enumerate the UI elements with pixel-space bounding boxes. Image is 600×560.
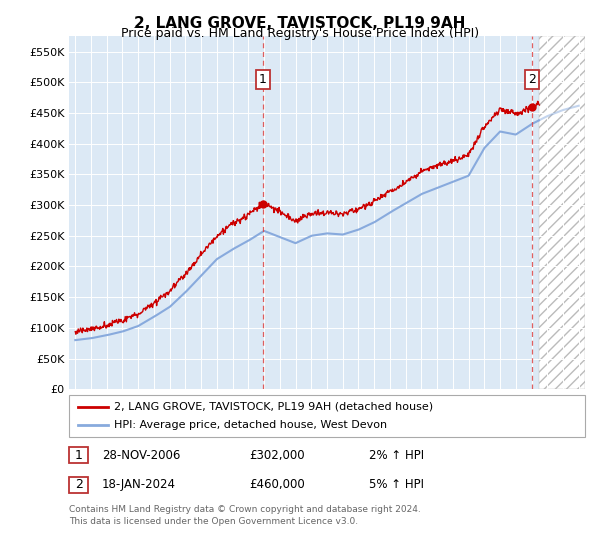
Text: 1: 1 (74, 449, 83, 461)
Text: 2: 2 (529, 73, 536, 86)
Text: 18-JAN-2024: 18-JAN-2024 (102, 478, 176, 491)
Text: £460,000: £460,000 (249, 478, 305, 491)
Text: HPI: Average price, detached house, West Devon: HPI: Average price, detached house, West… (114, 420, 387, 430)
Text: 28-NOV-2006: 28-NOV-2006 (102, 449, 181, 461)
Text: 2, LANG GROVE, TAVISTOCK, PL19 9AH: 2, LANG GROVE, TAVISTOCK, PL19 9AH (134, 16, 466, 31)
Text: Price paid vs. HM Land Registry's House Price Index (HPI): Price paid vs. HM Land Registry's House … (121, 27, 479, 40)
Text: 2% ↑ HPI: 2% ↑ HPI (369, 449, 424, 461)
Bar (539, 36, 585, 389)
Text: £302,000: £302,000 (249, 449, 305, 461)
Text: 1: 1 (259, 73, 266, 86)
Text: Contains HM Land Registry data © Crown copyright and database right 2024.: Contains HM Land Registry data © Crown c… (69, 505, 421, 514)
Bar (539, 36, 585, 389)
Text: 2: 2 (74, 478, 83, 491)
Text: 5% ↑ HPI: 5% ↑ HPI (369, 478, 424, 491)
Text: This data is licensed under the Open Government Licence v3.0.: This data is licensed under the Open Gov… (69, 517, 358, 526)
Text: 2, LANG GROVE, TAVISTOCK, PL19 9AH (detached house): 2, LANG GROVE, TAVISTOCK, PL19 9AH (deta… (114, 402, 433, 412)
